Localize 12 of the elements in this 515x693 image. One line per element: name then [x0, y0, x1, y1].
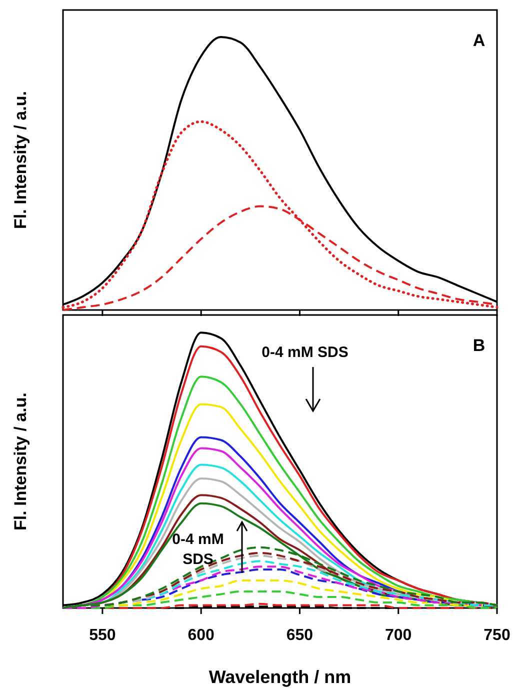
annotation: 0-4 mM SDS	[172, 531, 224, 568]
annotation: A	[472, 31, 486, 50]
annotation: 0-4 mM SDS	[262, 344, 348, 361]
x-tick-label: 750	[484, 627, 510, 644]
x-tick-label: 600	[188, 627, 215, 644]
x-tick-label: 700	[385, 627, 412, 644]
annotation: B	[472, 336, 486, 355]
x-axis-title: Wavelength / nm	[208, 667, 352, 687]
y-axis-title: Fl. Intensity / a.u.	[11, 91, 30, 229]
x-tick-label: 550	[89, 627, 116, 644]
y-axis-title: Fl. Intensity / a.u.	[11, 392, 30, 530]
x-tick-label: 650	[286, 627, 314, 644]
